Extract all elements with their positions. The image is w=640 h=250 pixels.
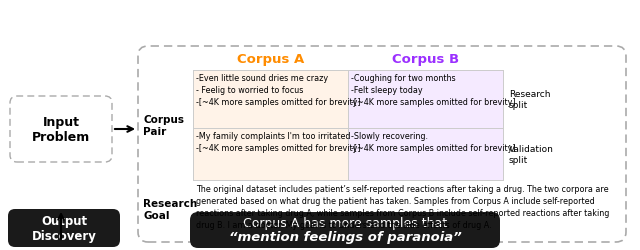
Text: Corpus
Pair: Corpus Pair [143,115,184,136]
FancyBboxPatch shape [348,71,503,128]
Text: Input
Problem: Input Problem [32,116,90,143]
Text: Validation
split: Validation split [509,145,554,164]
FancyBboxPatch shape [193,71,348,128]
Text: -Even little sound dries me crazy
- Feelig to worried to focus
-[~4K more sample: -Even little sound dries me crazy - Feel… [196,74,360,106]
FancyBboxPatch shape [10,96,112,162]
Text: Research
split: Research split [509,90,550,109]
Text: Corpus A: Corpus A [237,52,304,65]
FancyBboxPatch shape [348,128,503,180]
FancyBboxPatch shape [8,209,120,247]
Text: Corpus A has more samples that: Corpus A has more samples that [243,217,447,230]
Text: “mention feelings of paranoia”: “mention feelings of paranoia” [228,230,461,243]
Text: The original dataset includes patient’s self-reported reactions after taking a d: The original dataset includes patient’s … [196,184,609,230]
FancyBboxPatch shape [190,212,500,248]
Text: Output
Discovery: Output Discovery [31,214,97,242]
Text: -My family complaints I'm too irritated
-[~4K more samples omitted for brevity]: -My family complaints I'm too irritated … [196,132,360,152]
Text: Research
Goal: Research Goal [143,198,197,220]
FancyBboxPatch shape [193,128,348,180]
Text: -Coughing for two months
-Felt sleepy today
-[~4K more samples omitted for brevi: -Coughing for two months -Felt sleepy to… [351,74,516,106]
FancyBboxPatch shape [138,47,626,242]
Text: Corpus B: Corpus B [392,52,459,65]
Text: -Slowly recovering.
-[~4K more samples omitted for brevity]: -Slowly recovering. -[~4K more samples o… [351,132,516,152]
